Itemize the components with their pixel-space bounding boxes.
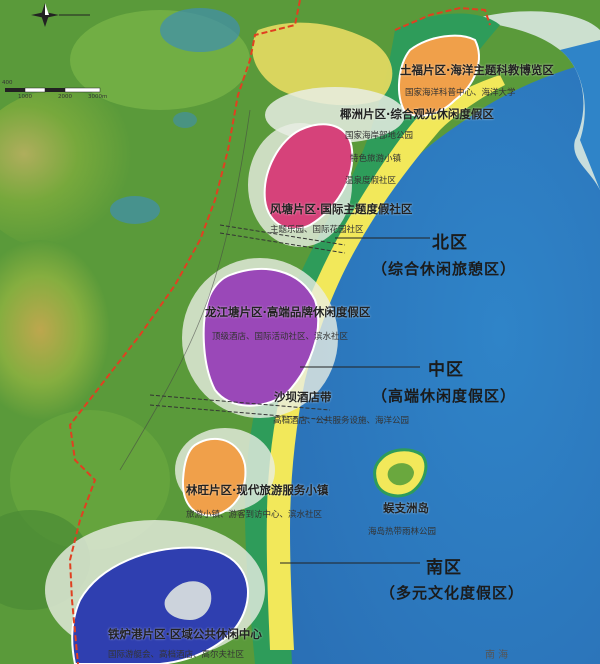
scale-label: 1000: [18, 94, 32, 100]
tufu-zone: [398, 34, 480, 117]
scale-label: 3000m: [88, 94, 108, 100]
north-arrow-icon: [31, 3, 90, 27]
tielugang-lagoon: [164, 581, 212, 620]
tielugang-zone-label: 铁炉港片区·区域公共休闲中心: [108, 627, 262, 641]
central-district-desc: （高端休闲度假区）: [372, 387, 517, 405]
reservoir: [110, 196, 160, 224]
yezhou-zone-sub: 特色旅游小镇: [350, 154, 402, 164]
scale-label: 2000: [58, 94, 72, 100]
beach-strip: [266, 75, 505, 650]
yezhou-zone-label: 椰洲片区·综合观光休闲度假区: [340, 107, 494, 121]
shaba-hotel-label: 沙坝酒店带: [274, 390, 332, 404]
linwang-zone-sub: 旅游小镇、游客到访中心、滨水社区: [186, 510, 323, 520]
tielugang-zone: [71, 546, 249, 664]
north-district-desc: （综合休闲旅憩区）: [372, 260, 517, 278]
island-sub: 海岛热带雨林公园: [368, 527, 437, 537]
planning-boundary: [394, 6, 491, 31]
island-label: 蜈支洲岛: [383, 501, 429, 515]
linwang-zone: [181, 437, 247, 517]
reservoir: [173, 112, 197, 128]
south-district-desc: （多元文化度假区）: [380, 584, 525, 602]
longjiangtang-zone: [202, 268, 320, 407]
fengtang-zone-label: 风塘片区·国际主题度假社区: [270, 202, 413, 216]
north-district-title: 北区: [432, 233, 468, 253]
north-hill-zone: [252, 22, 393, 106]
reservoir: [160, 8, 240, 52]
tufu-zone-sub: 国家海洋科普中心、海洋大学: [405, 88, 516, 98]
sea-area: [266, 0, 600, 664]
planning-boundary: [68, 0, 301, 664]
road: [119, 109, 251, 471]
linwang-zone-label: 林旺片区·现代旅游服务小镇: [186, 483, 329, 497]
road: [219, 224, 346, 254]
island-forest: [387, 463, 414, 486]
tielugang-zone-sub: 国际游艇会、高档酒店、高尔夫社区: [108, 650, 245, 660]
shaba-hotel-sub: 高档酒店、公共服务设施、海洋公园: [273, 416, 410, 426]
scale-label: 400: [2, 80, 13, 86]
sea-label: 南 海: [485, 650, 509, 661]
yezhou-zone-sub: 国家海岸部地公园: [345, 131, 414, 141]
yezhou-zone-sub: 温泉度假社区: [345, 176, 397, 186]
road: [149, 394, 331, 421]
terrain-mountain: [0, 240, 110, 420]
longjiangtang-zone-sub: 顶级酒店、国际活动社区、滨水社区: [212, 332, 349, 342]
scale-bar: [5, 87, 101, 93]
tufu-zone-label: 土福片区·海洋主题科教博览区: [400, 63, 554, 77]
fengtang-zone: [263, 123, 354, 230]
longjiangtang-zone-label: 龙江塘片区·高端品牌休闲度假区: [205, 305, 371, 319]
bay-water: [560, 40, 600, 190]
south-district-title: 南区: [426, 558, 462, 578]
fengtang-zone-sub: 主题乐园、国际花园社区: [270, 225, 364, 235]
central-district-title: 中区: [428, 360, 464, 380]
